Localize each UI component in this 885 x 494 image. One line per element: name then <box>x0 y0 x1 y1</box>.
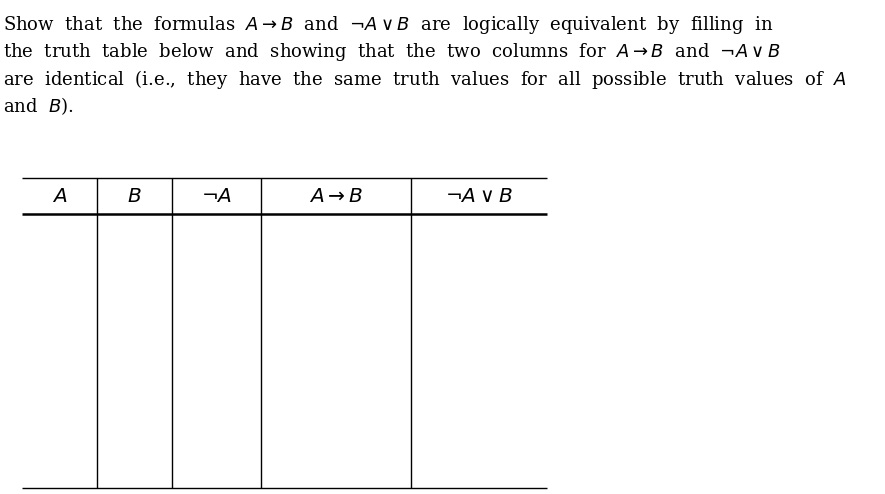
Text: and  $B$).: and $B$). <box>3 95 73 117</box>
Text: $\neg A$: $\neg A$ <box>201 187 232 206</box>
Text: are  identical  (i.e.,  they  have  the  same  truth  values  for  all  possible: are identical (i.e., they have the same … <box>3 68 847 91</box>
Text: $A \rightarrow B$: $A \rightarrow B$ <box>309 187 363 206</box>
Text: $A$: $A$ <box>52 187 67 206</box>
Text: Show  that  the  formulas  $A \rightarrow B$  and  $\neg A \vee B$  are  logical: Show that the formulas $A \rightarrow B$… <box>3 14 773 36</box>
Text: $B$: $B$ <box>127 187 142 206</box>
Text: the  truth  table  below  and  showing  that  the  two  columns  for  $A \righta: the truth table below and showing that t… <box>3 41 781 63</box>
Text: $\neg A \vee B$: $\neg A \vee B$ <box>445 187 512 206</box>
